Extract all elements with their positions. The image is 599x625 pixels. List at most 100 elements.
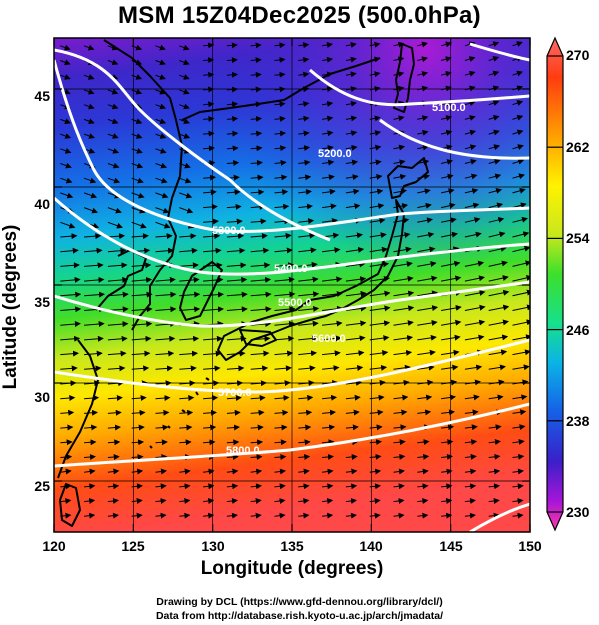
wind-arrow (440, 85, 452, 92)
wind-arrow (179, 335, 200, 342)
wind-arrow (250, 247, 270, 254)
wind-arrow (464, 173, 478, 180)
wind-arrow (298, 42, 310, 49)
wind-arrow (512, 231, 530, 238)
wind-arrow (345, 364, 364, 371)
wind-arrow (345, 86, 357, 92)
wind-arrow (345, 115, 358, 122)
wind-arrow (464, 129, 477, 136)
wind-arrow (345, 483, 358, 490)
wind-arrow (393, 439, 406, 446)
wind-arrow (298, 203, 313, 210)
wind-arrow (274, 394, 290, 401)
wind-arrow (226, 483, 239, 490)
wind-arrow (84, 454, 96, 461)
wind-arrow (250, 130, 263, 137)
wind-arrow (512, 289, 530, 297)
wind-arrow (203, 203, 218, 210)
wind-arrow (60, 498, 72, 504)
wind-arrow (155, 247, 174, 254)
wind-arrow (441, 498, 453, 504)
wind-arrow (60, 409, 75, 416)
wind-arrow (417, 85, 429, 92)
wind-arrow (250, 174, 264, 181)
wind-arrow (464, 202, 480, 209)
wind-arrow (488, 100, 500, 106)
wind-arrow (155, 424, 169, 431)
wind-arrow (203, 512, 215, 519)
wind-arrow (250, 145, 263, 152)
wind-arrow (203, 276, 224, 283)
wind-arrow (131, 335, 152, 342)
wind-arrow (345, 100, 357, 107)
wind-arrow (84, 247, 103, 254)
wind-arrow (155, 365, 173, 372)
wind-arrow (441, 439, 454, 446)
wind-arrow (369, 246, 388, 253)
wind-arrow (179, 247, 198, 254)
wind-arrow (298, 512, 310, 519)
wind-arrow (131, 177, 144, 184)
wind-arrow (83, 118, 95, 125)
wind-arrow (155, 162, 168, 169)
wind-arrow (322, 453, 334, 460)
wind-arrow (226, 247, 246, 254)
wind-arrow (203, 306, 224, 313)
wind-arrow (440, 115, 453, 121)
wind-arrow (345, 41, 357, 48)
wind-arrow (464, 56, 476, 62)
wind-arrow (107, 177, 121, 184)
wind-arrow (84, 468, 96, 475)
wind-arrow (512, 334, 530, 341)
wind-arrow (512, 274, 530, 282)
wind-arrow (203, 174, 216, 181)
wind-arrow (345, 188, 360, 195)
wind-arrow (369, 453, 382, 460)
wind-arrow (203, 218, 219, 225)
wind-arrow (369, 349, 389, 356)
wind-arrow (155, 439, 168, 446)
wind-arrow (155, 233, 173, 240)
wind-arrow (250, 159, 263, 166)
wind-arrow (203, 335, 223, 342)
x-tick-150: 150 (518, 538, 542, 554)
wind-arrow (441, 334, 461, 341)
wind-arrow (179, 262, 199, 269)
wind-arrow (345, 159, 359, 166)
wind-arrow (131, 350, 151, 357)
wind-arrow (345, 56, 357, 63)
wind-arrow (107, 59, 119, 66)
wind-arrow (155, 118, 167, 125)
wind-arrow (155, 395, 171, 401)
wind-arrow (155, 44, 166, 51)
wind-arrow (60, 162, 72, 169)
wind-arrow (250, 512, 262, 519)
wind-arrow (179, 133, 191, 139)
wind-arrow (179, 147, 191, 154)
x-axis-label: Longitude (degrees) (200, 558, 384, 579)
wind-arrow (417, 144, 429, 151)
wind-arrow (512, 216, 528, 223)
wind-arrow (464, 158, 477, 165)
wind-arrow (512, 409, 527, 416)
wind-arrow (179, 424, 193, 431)
wind-arrow (131, 44, 143, 51)
wind-arrow (274, 320, 295, 327)
wind-arrow (131, 291, 153, 298)
colorbar-tick-246: 246 (566, 322, 590, 338)
wind-arrow (322, 144, 334, 151)
wind-arrow (322, 71, 334, 78)
wind-arrow (60, 483, 72, 490)
wind-arrow (203, 189, 217, 196)
wind-arrow (131, 321, 153, 327)
wind-arrow (464, 290, 486, 297)
wind-arrow (226, 115, 239, 122)
wind-arrow (131, 409, 146, 416)
wind-arrow (274, 380, 291, 387)
wind-arrow (322, 115, 334, 122)
wind-arrow (131, 483, 143, 490)
wind-arrow (322, 350, 341, 357)
wind-arrow (274, 159, 287, 166)
wind-arrow (226, 218, 243, 225)
wind-arrow (441, 379, 458, 386)
